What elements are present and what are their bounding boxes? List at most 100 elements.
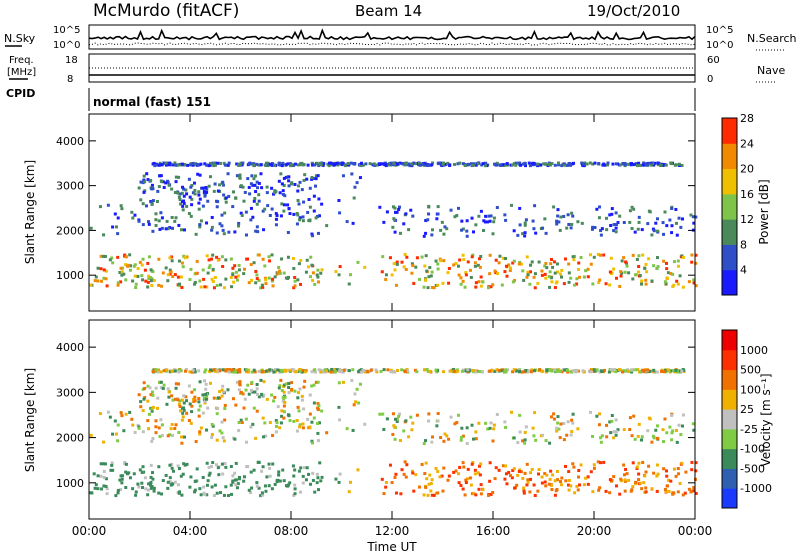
heatmap-cell bbox=[116, 491, 120, 495]
heatmap-cell bbox=[528, 282, 532, 286]
heatmap-cell bbox=[509, 474, 513, 478]
heatmap-cell bbox=[204, 382, 208, 386]
heatmap-cell bbox=[237, 221, 241, 225]
heatmap-cell bbox=[191, 191, 195, 195]
heatmap-cell bbox=[425, 269, 429, 273]
heatmap-cell bbox=[287, 381, 291, 385]
heatmap-cell bbox=[286, 162, 290, 166]
heatmap-cell bbox=[116, 281, 120, 285]
heatmap-cell bbox=[102, 276, 106, 280]
heatmap-cell bbox=[531, 426, 535, 430]
colorbar-tick-label: 28 bbox=[740, 112, 754, 125]
heatmap-cell bbox=[243, 190, 247, 194]
heatmap-cell bbox=[198, 487, 202, 491]
heatmap-cell bbox=[297, 184, 301, 188]
heatmap-cell bbox=[297, 469, 301, 473]
colorbar-tick-label: 25 bbox=[740, 403, 754, 416]
heatmap-cell bbox=[227, 370, 231, 374]
heatmap-cell bbox=[208, 370, 212, 374]
heatmap-cell bbox=[284, 276, 288, 280]
heatmap-cell bbox=[261, 209, 265, 213]
heatmap-cell bbox=[637, 215, 641, 219]
heatmap-cell bbox=[465, 229, 469, 233]
heatmap-cell bbox=[571, 462, 575, 466]
heatmap-cell bbox=[213, 182, 217, 186]
heatmap-cell bbox=[431, 228, 435, 232]
heatmap-cell bbox=[571, 412, 575, 416]
heatmap-cell bbox=[640, 435, 644, 439]
heatmap-cell bbox=[139, 180, 143, 184]
heatmap-cell bbox=[509, 266, 513, 270]
colorbar-segment bbox=[722, 369, 737, 390]
heatmap-cell bbox=[454, 469, 458, 473]
heatmap-cell bbox=[221, 183, 225, 187]
heatmap-cell bbox=[173, 161, 177, 165]
heatmap-cell bbox=[675, 233, 679, 237]
heatmap-cell bbox=[259, 378, 263, 382]
heatmap-cell bbox=[466, 467, 470, 471]
heatmap-cell bbox=[644, 470, 648, 474]
heatmap-cell bbox=[427, 412, 431, 416]
heatmap-cell bbox=[221, 180, 225, 184]
heatmap-cell bbox=[471, 163, 475, 167]
heatmap-cell bbox=[155, 199, 159, 203]
heatmap-cell bbox=[316, 174, 320, 178]
colorbar-segment bbox=[722, 244, 737, 271]
heatmap-cell bbox=[544, 162, 548, 166]
heatmap-cell bbox=[283, 395, 287, 399]
heatmap-cell bbox=[224, 200, 228, 204]
heatmap-cell bbox=[600, 227, 604, 231]
heatmap-cell bbox=[508, 269, 512, 273]
heatmap-cell bbox=[281, 395, 285, 399]
heatmap-cell bbox=[221, 472, 225, 476]
heatmap-cell bbox=[326, 162, 330, 166]
heatmap-cell bbox=[398, 231, 402, 235]
heatmap-cell bbox=[460, 219, 464, 223]
heatmap-cell bbox=[666, 271, 670, 275]
heatmap-cell bbox=[598, 486, 602, 490]
heatmap-cell bbox=[477, 421, 481, 425]
heatmap-cell bbox=[110, 463, 114, 467]
heatmap-cell bbox=[189, 185, 193, 189]
heatmap-cell bbox=[110, 461, 114, 465]
heatmap-cell bbox=[608, 368, 612, 372]
heatmap-cell bbox=[197, 190, 201, 194]
heatmap-cell bbox=[465, 234, 469, 238]
heatmap-cell bbox=[205, 428, 209, 432]
heatmap-cell bbox=[588, 253, 592, 257]
heatmap-cell bbox=[299, 258, 303, 262]
heatmap-cell bbox=[476, 162, 480, 166]
heatmap-cell bbox=[496, 272, 500, 276]
heatmap-cell bbox=[604, 216, 608, 220]
heatmap-cell bbox=[278, 384, 282, 388]
heatmap-cell bbox=[449, 415, 453, 419]
heatmap-cell bbox=[522, 489, 526, 493]
heatmap-cell bbox=[412, 489, 416, 493]
heatmap-cell bbox=[252, 468, 256, 472]
heatmap-cell bbox=[620, 259, 624, 263]
heatmap-cell bbox=[430, 440, 434, 444]
heatmap-cell bbox=[641, 460, 645, 464]
heatmap-cell bbox=[637, 161, 641, 165]
heatmap-cell bbox=[113, 212, 117, 216]
heatmap-cell bbox=[142, 381, 146, 385]
heatmap-cell bbox=[612, 223, 616, 227]
heatmap-cell bbox=[555, 219, 559, 223]
heatmap-cell bbox=[512, 229, 516, 233]
heatmap-cell bbox=[533, 411, 537, 415]
heatmap-cell bbox=[157, 465, 161, 469]
heatmap-cell bbox=[505, 482, 509, 486]
heatmap-cell bbox=[544, 262, 548, 266]
heatmap-cell bbox=[256, 392, 260, 396]
heatmap-cell bbox=[277, 386, 281, 390]
heatmap-cell bbox=[193, 488, 197, 492]
heatmap-cell bbox=[223, 211, 227, 215]
heatmap-cell bbox=[512, 467, 516, 471]
heatmap-cell bbox=[185, 399, 189, 403]
heatmap-cell bbox=[532, 369, 536, 373]
heatmap-cell bbox=[400, 260, 404, 264]
heatmap-cell bbox=[664, 489, 668, 493]
heatmap-cell bbox=[426, 218, 430, 222]
heatmap-cell bbox=[563, 464, 567, 468]
heatmap-cell bbox=[308, 186, 312, 190]
